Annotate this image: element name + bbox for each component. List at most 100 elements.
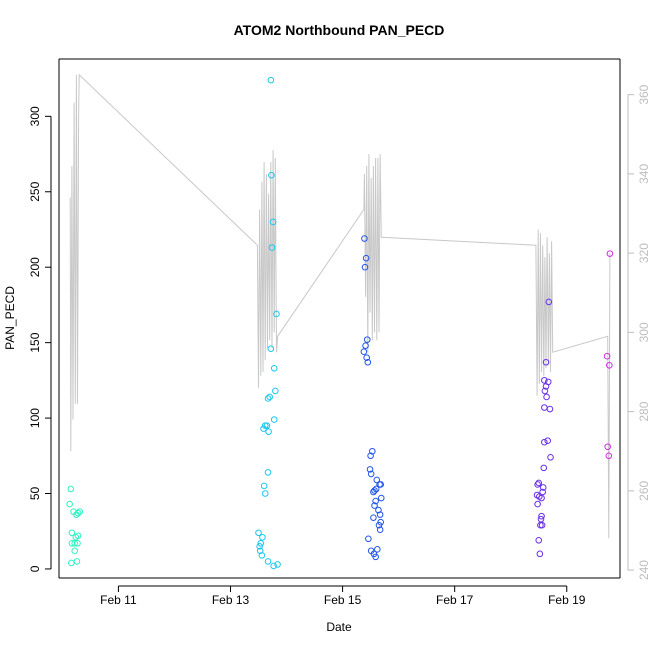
data-point [268, 244, 276, 251]
data-point [266, 393, 274, 401]
data-point [370, 488, 377, 496]
data-point [270, 562, 277, 570]
y2-tick-label: 340 [637, 164, 650, 184]
y-tick-label: 0 [28, 565, 42, 572]
y2-tick-label: 260 [637, 481, 650, 501]
data-point [265, 428, 272, 435]
x-tick-label: Feb 19 [548, 593, 586, 607]
data-point [260, 482, 268, 490]
data-point [270, 416, 278, 423]
data-point [72, 533, 80, 541]
data-point [255, 529, 262, 537]
data-point [66, 500, 73, 508]
data-point [364, 358, 372, 366]
y-tick-label: 300 [28, 106, 42, 126]
data-point [274, 561, 281, 568]
x-axis-label: Date [326, 620, 352, 634]
data-point [538, 521, 546, 529]
data-point [73, 558, 81, 565]
data-point [74, 539, 81, 547]
data-point [376, 511, 384, 518]
data-point [371, 487, 378, 494]
data-point [542, 383, 550, 390]
data-point [267, 345, 275, 352]
data-point [371, 502, 378, 509]
data-point [67, 485, 75, 493]
data-point [257, 539, 265, 547]
data-point [362, 342, 369, 349]
data-point [361, 235, 368, 242]
series-line-group [69, 73, 611, 539]
data-point [546, 405, 554, 413]
y2-tick-label: 280 [637, 401, 650, 421]
data-point [361, 263, 369, 271]
data-point [535, 536, 543, 544]
data-point [256, 543, 263, 550]
y2-tick-label: 320 [637, 243, 650, 263]
data-point [267, 76, 275, 84]
chart-title: ATOM2 Northbound PAN_PECD [234, 22, 445, 38]
data-point [543, 393, 550, 401]
data-point [71, 547, 78, 555]
data-point [260, 425, 267, 432]
data-point [259, 533, 266, 541]
data-point [541, 404, 548, 411]
data-point [539, 488, 546, 496]
data-point [363, 336, 371, 343]
data-point [68, 559, 75, 567]
y2-tick-label: 240 [637, 560, 650, 580]
data-point [270, 364, 278, 372]
data-point [368, 447, 376, 455]
data-point [76, 508, 84, 515]
data-point [605, 452, 613, 460]
data-point [534, 481, 541, 488]
data-point [71, 539, 78, 547]
y-tick-label: 200 [28, 257, 42, 277]
data-point [542, 358, 550, 366]
data-point [256, 547, 264, 555]
x-tick-label: Feb 11 [100, 593, 137, 607]
y2-tick-label: 360 [637, 84, 650, 104]
data-point [362, 254, 370, 262]
data-point [365, 535, 372, 543]
data-point [372, 497, 379, 505]
data-point [538, 494, 545, 502]
x-tick-label: Feb 15 [324, 593, 362, 607]
y-tick-label: 100 [28, 408, 42, 428]
data-point [375, 521, 383, 529]
data-point [269, 218, 277, 226]
y-tick-label: 150 [28, 332, 42, 352]
data-point [547, 454, 554, 461]
data-point [540, 464, 548, 472]
data-point [264, 558, 272, 565]
data-point [370, 514, 377, 521]
data-point [273, 310, 280, 318]
y-tick-label: 250 [28, 181, 42, 201]
data-point [606, 361, 613, 369]
data-point [268, 171, 275, 179]
data-point [367, 470, 375, 478]
data-point [606, 250, 614, 257]
data-point [363, 354, 370, 362]
scatter-points [66, 76, 614, 570]
data-point [374, 546, 381, 553]
data-point [68, 529, 76, 537]
data-point [534, 500, 541, 508]
data-point [376, 526, 384, 534]
data-point [541, 438, 548, 446]
data-point [375, 506, 382, 514]
data-point [377, 494, 385, 502]
data-point [258, 552, 266, 559]
data-point [541, 387, 549, 395]
y-axis-label: PAN_PECD [3, 286, 17, 350]
data-point [360, 348, 368, 355]
data-point [544, 437, 552, 445]
data-point [272, 387, 279, 395]
data-point [367, 452, 374, 460]
data-point [372, 553, 379, 561]
data-point [536, 550, 544, 558]
data-point [545, 298, 553, 306]
x-tick-label: Feb 17 [436, 593, 474, 607]
